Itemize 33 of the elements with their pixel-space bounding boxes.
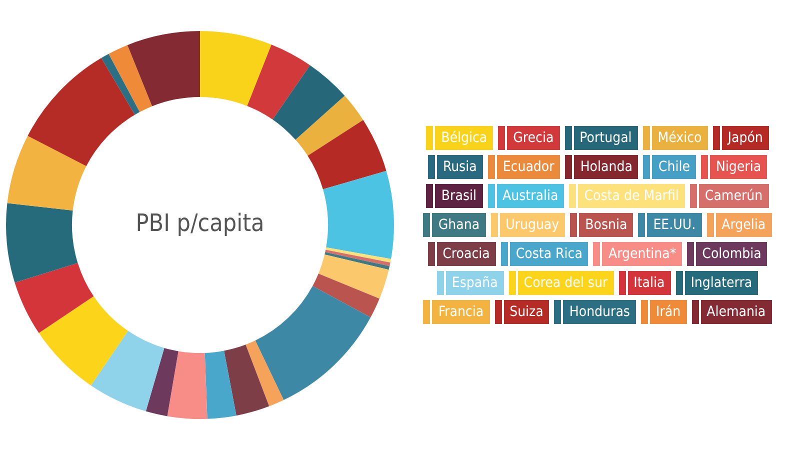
legend-label: Costa Rica: [510, 242, 588, 266]
legend-label: Chile: [652, 155, 696, 179]
legend-label: Holanda: [574, 155, 638, 179]
legend-label: Portugal: [574, 126, 638, 150]
legend-label: Brasil: [435, 184, 483, 208]
legend-label: Irán: [650, 300, 687, 324]
legend-label: Uruguay: [500, 213, 566, 237]
legend-label: Francia: [432, 300, 490, 324]
legend-label: Inglaterra: [684, 271, 758, 295]
legend-label: Australia: [496, 184, 564, 208]
legend-label: Bélgica: [435, 126, 494, 150]
legend-label: Ghana: [432, 213, 486, 237]
legend-label: Grecia: [507, 126, 560, 150]
legend-label: Bosnia: [579, 213, 634, 237]
legend-label: España: [446, 271, 504, 295]
legend-label: Rusia: [436, 155, 483, 179]
legend-label: Ecuador: [496, 155, 560, 179]
legend-label: Honduras: [563, 300, 636, 324]
legend-label: Colombia: [696, 242, 768, 266]
legend-label: Croacia: [436, 242, 496, 266]
legend-label: Japón: [722, 126, 769, 150]
legend-label: Costa de Marfil: [578, 184, 685, 208]
legend-label: Nigeria: [710, 155, 768, 179]
legend-label: Alemania: [700, 300, 772, 324]
legend-label: EE.UU.: [647, 213, 702, 237]
legend-label: Argentina*: [602, 242, 682, 266]
legend-label: Argelia: [716, 213, 772, 237]
legend-label: Corea del sur: [518, 271, 614, 295]
text: PBI p/capita: [136, 209, 264, 238]
legend-label: Camerún: [698, 184, 769, 208]
legend-label: México: [652, 126, 708, 150]
legend-label: Italia: [628, 271, 671, 295]
legend-label: Suiza: [504, 300, 550, 324]
